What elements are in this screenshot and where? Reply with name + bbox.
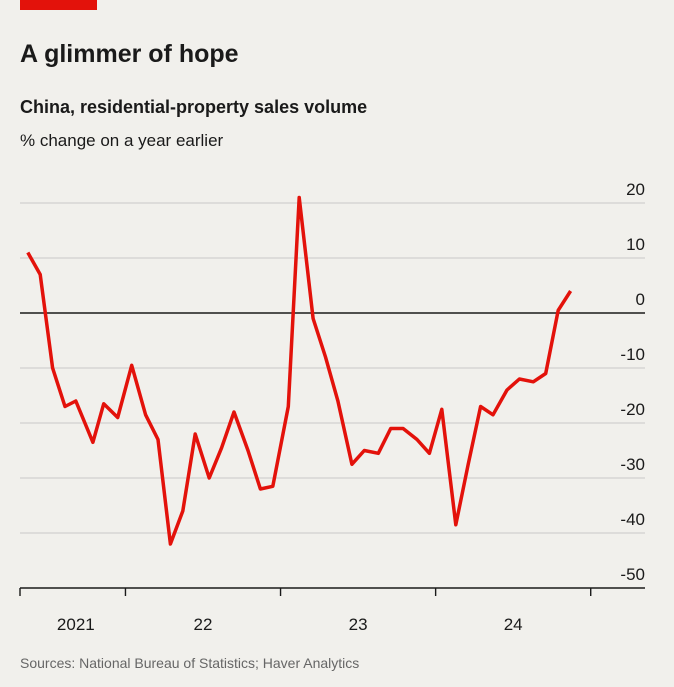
y-tick-label: 10 <box>626 235 645 254</box>
data-line <box>26 195 573 546</box>
x-tick-label: 24 <box>504 615 523 634</box>
y-tick-label: -30 <box>620 455 645 474</box>
x-tick-label: 2021 <box>57 615 95 634</box>
y-tick-label: -20 <box>620 400 645 419</box>
y-tick-label: -40 <box>620 510 645 529</box>
brand-bar <box>20 0 97 10</box>
y-tick-label: -50 <box>620 565 645 584</box>
chart-title: A glimmer of hope <box>20 40 239 68</box>
y-tick-label: 0 <box>636 290 645 309</box>
chart-subtitle: China, residential-property sales volume <box>20 97 367 117</box>
y-tick-label: 20 <box>626 180 645 199</box>
y-tick-label: -10 <box>620 345 645 364</box>
x-tick-label: 23 <box>349 615 368 634</box>
x-tick-label: 22 <box>194 615 213 634</box>
source: Sources: National Bureau of Statistics; … <box>20 655 359 671</box>
y-axis-label: % change on a year earlier <box>20 131 224 150</box>
